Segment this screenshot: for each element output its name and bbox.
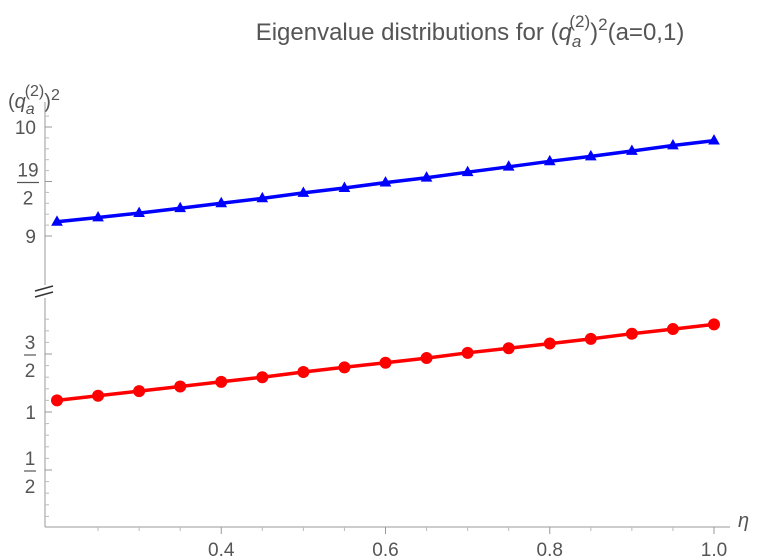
data-point-triangle [502, 160, 515, 171]
data-point-triangle [379, 176, 392, 187]
data-point-triangle [461, 165, 474, 177]
data-point-circle [543, 337, 556, 350]
chart-title-prefix: Eigenvalue distributions for ( [256, 19, 559, 46]
x-tick-label: 0.6 [372, 540, 398, 560]
data-point-circle [708, 318, 720, 331]
x-tick-label: 0.4 [208, 540, 235, 560]
y-axis-label: (qa(2))2 [8, 83, 60, 118]
y-tick-label-numerator: 3 [25, 333, 36, 354]
y-axis-label-sub: a [26, 101, 35, 118]
y-ticks: 10 19 2 9 3 2 1 1 2 [15, 115, 52, 517]
series-layer [51, 134, 720, 407]
data-point-triangle [708, 134, 720, 145]
data-point-triangle [420, 171, 433, 182]
y-tick-label-denominator: 2 [23, 189, 34, 210]
chart-title-close: ) [590, 19, 598, 46]
data-point-circle [625, 327, 638, 340]
data-point-circle [379, 356, 392, 369]
data-point-triangle [543, 154, 556, 166]
y-axis-label-q: q [15, 91, 26, 113]
data-point-triangle [667, 139, 679, 150]
data-point-circle [338, 361, 351, 374]
data-point-triangle [51, 215, 63, 226]
data-point-circle [461, 346, 474, 359]
chart-title-suffix: (a=0,1) [608, 19, 685, 46]
y-tick-label: 10 [15, 118, 36, 139]
data-point-triangle [626, 144, 638, 155]
chart-title-sub: a [572, 32, 581, 51]
data-point-triangle [297, 186, 310, 197]
data-point-circle [174, 380, 187, 393]
data-point-triangle [215, 196, 228, 208]
x-tick-label: 0.8 [537, 540, 563, 560]
data-point-triangle [338, 181, 351, 192]
data-point-triangle [133, 206, 145, 218]
y-tick-label-numerator: 1 [25, 449, 36, 470]
data-point-circle [297, 365, 310, 378]
x-ticks: 0.4 0.6 0.8 1.0 [97, 527, 727, 560]
chart-title-sup: (2) [569, 12, 590, 31]
y-axis-label-power: 2 [51, 87, 60, 104]
data-point-circle [92, 389, 105, 402]
y-axis-label-sup: (2) [25, 83, 45, 100]
data-point-triangle [256, 191, 269, 203]
axis-break [34, 285, 54, 298]
y-tick-label: 9 [25, 227, 36, 248]
data-point-triangle [584, 149, 597, 161]
data-point-circle [666, 323, 679, 336]
data-point-circle [584, 332, 597, 345]
data-point-triangle [174, 201, 187, 213]
data-point-circle [256, 371, 269, 384]
data-point-circle [133, 385, 146, 398]
x-axis-label: η [738, 510, 749, 532]
y-tick-label-denominator: 2 [25, 361, 36, 382]
y-tick-label-numerator: 19 [17, 161, 38, 182]
data-point-circle [420, 352, 433, 365]
x-tick-label: 1.0 [701, 540, 727, 560]
chart-title-q: q [559, 19, 573, 46]
y-tick-label: 1 [25, 403, 36, 424]
chart-title: Eigenvalue distributions for (qa(2))2(a=… [256, 12, 685, 51]
data-point-circle [51, 394, 63, 407]
data-point-circle [215, 375, 228, 388]
data-point-circle [502, 342, 515, 355]
data-point-triangle [92, 210, 104, 222]
y-tick-label-denominator: 2 [25, 477, 36, 498]
chart-title-power: 2 [598, 15, 607, 34]
